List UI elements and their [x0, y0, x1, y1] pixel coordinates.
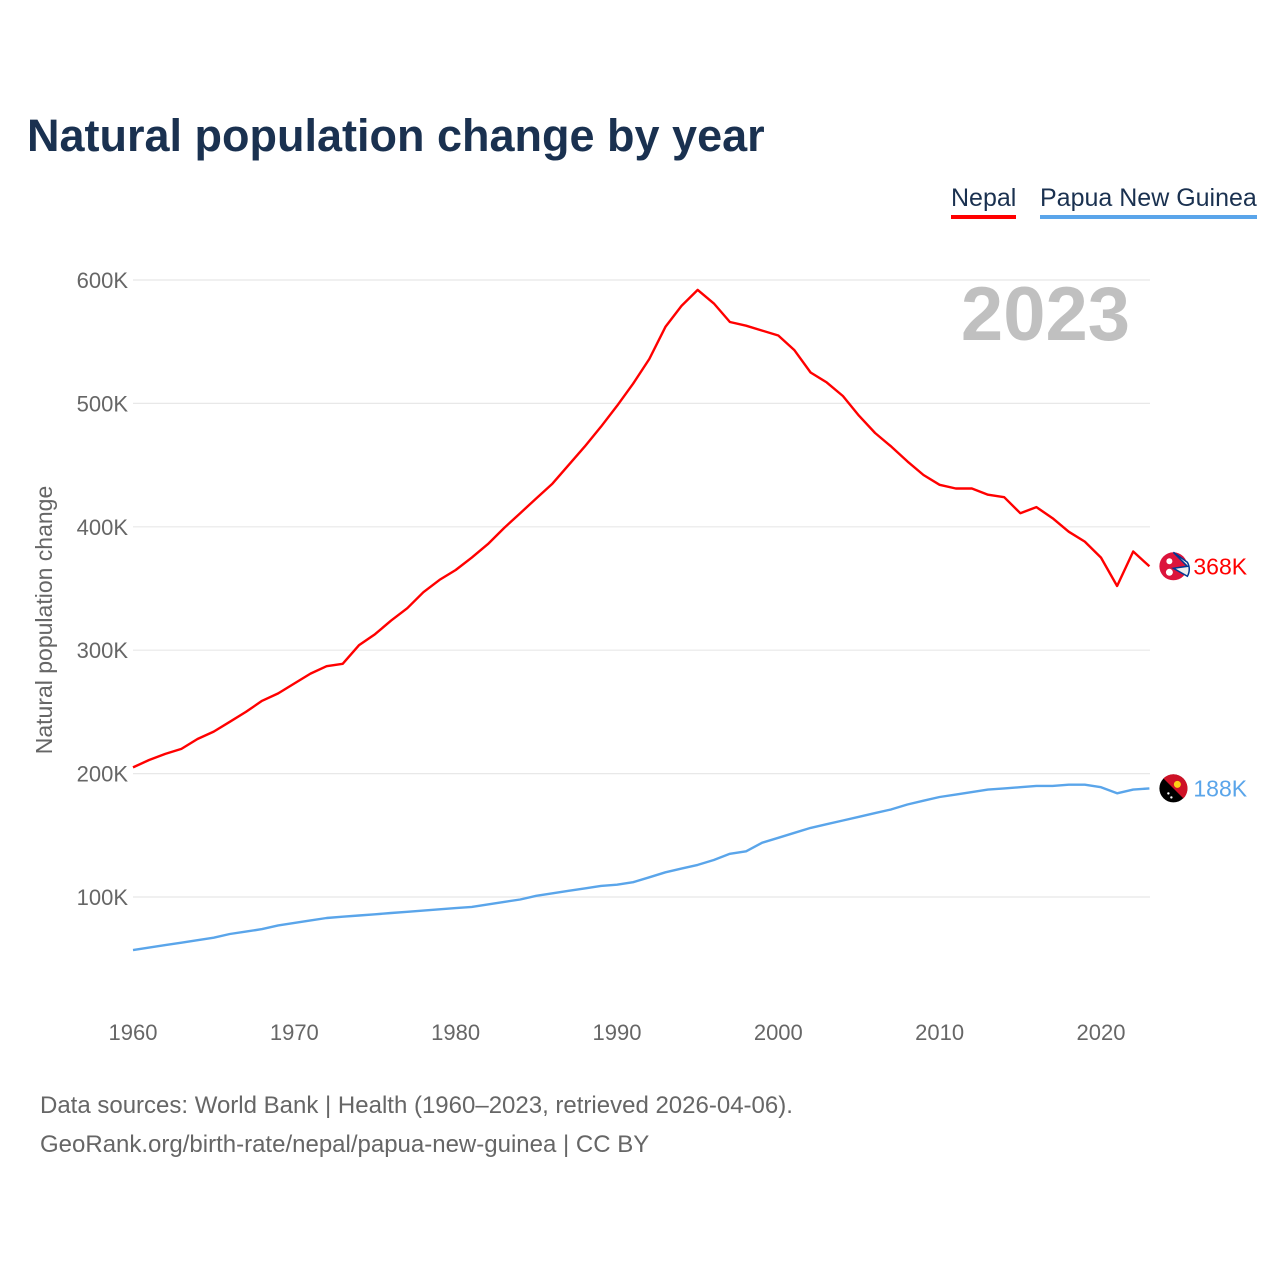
series-line-papua-new-guinea	[132, 783, 1150, 952]
legend-item-papua-new-guinea[interactable]: Papua New Guinea	[1040, 184, 1257, 219]
source-link[interactable]: GeoRank.org/birth-rate/nepal/papua-new-g…	[40, 1131, 650, 1158]
y-tick-label: 500K	[77, 391, 129, 416]
x-tick-label: 2010	[915, 1020, 964, 1045]
end-value-label: 188K	[1193, 775, 1247, 801]
end-value-label: 368K	[1193, 553, 1247, 579]
y-tick-label: 400K	[77, 515, 129, 540]
flag-moon	[1166, 558, 1173, 565]
x-tick-label: 1980	[431, 1020, 480, 1045]
papua-new-guinea-flag-icon	[1159, 774, 1188, 803]
y-tick-label: 200K	[77, 762, 129, 787]
nepal-flag-icon	[1159, 551, 1190, 581]
current-year-label: 2023	[961, 272, 1130, 357]
chart-title: Natural population change by year	[27, 110, 765, 161]
y-tick-label: 600K	[77, 268, 129, 293]
y-tick-label: 100K	[77, 885, 129, 910]
footer: Data sources: World Bank | Health (1960–…	[40, 1086, 793, 1164]
flag-bird	[1173, 780, 1181, 788]
x-tick-label: 1990	[593, 1020, 642, 1045]
flag-sun	[1165, 568, 1173, 576]
series-line-nepal	[132, 288, 1151, 769]
data-source-text: Data sources: World Bank | Health (1960–…	[40, 1092, 793, 1119]
flag-star	[1167, 792, 1170, 795]
y-tick-label: 300K	[77, 638, 129, 663]
flag-detail	[1171, 551, 1190, 578]
x-tick-label: 1970	[270, 1020, 319, 1045]
x-tick-label: 1960	[109, 1020, 158, 1045]
x-tick-label: 2020	[1077, 1020, 1126, 1045]
x-tick-label: 2000	[754, 1020, 803, 1045]
y-axis-label: Natural population change	[31, 486, 57, 755]
legend-item-nepal[interactable]: Nepal	[951, 184, 1017, 219]
flag-star	[1170, 796, 1173, 799]
